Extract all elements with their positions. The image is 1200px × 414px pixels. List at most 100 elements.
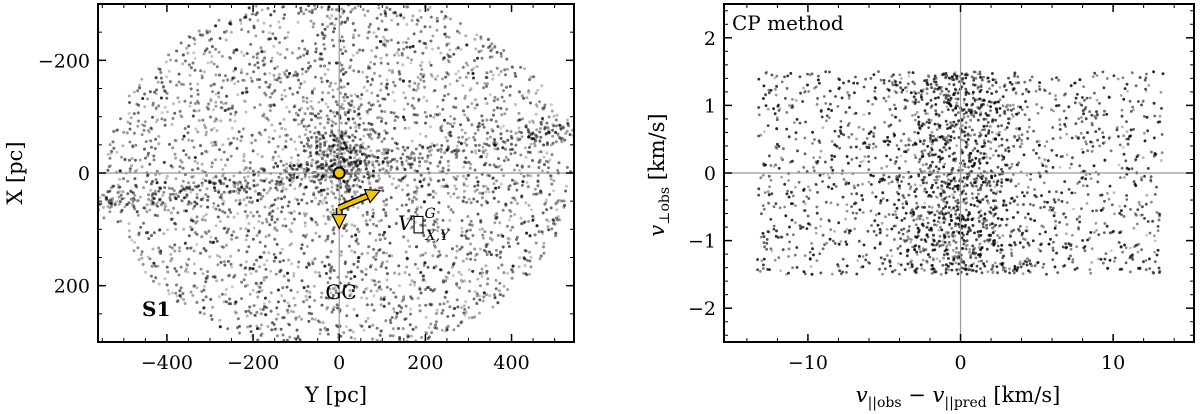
left-scatter-point	[547, 166, 550, 170]
left-scatter-point	[376, 99, 380, 103]
left-scatter-point	[350, 168, 354, 172]
left-scatter-point	[468, 228, 472, 232]
left-scatter-point	[189, 101, 193, 105]
left-scatter-point	[414, 113, 418, 117]
left-scatter-point	[386, 148, 390, 152]
left-scatter-point	[433, 244, 436, 247]
left-scatter-point	[364, 164, 368, 168]
left-scatter-point	[230, 237, 234, 241]
left-scatter-point	[113, 202, 117, 206]
left-scatter-point	[393, 11, 397, 14]
left-scatter-point	[470, 123, 474, 127]
left-scatter-point	[252, 304, 256, 308]
left-scatter-point	[395, 315, 399, 318]
left-scatter-point	[460, 142, 463, 146]
left-scatter-point	[371, 163, 375, 167]
left-scatter-point	[531, 159, 534, 162]
left-scatter-point	[212, 108, 215, 112]
right-scatter-point	[925, 181, 928, 185]
left-scatter-point	[212, 240, 216, 244]
right-scatter-point	[960, 266, 964, 270]
right-scatter-point	[1107, 95, 1111, 99]
left-scatter-point	[459, 48, 463, 51]
left-scatter-point	[122, 196, 126, 200]
left-scatter-point	[439, 150, 443, 154]
left-scatter-point	[285, 175, 289, 179]
left-scatter-point	[406, 239, 410, 243]
left-scatter-point	[188, 225, 192, 229]
left-scatter-point	[429, 153, 433, 157]
left-scatter-point	[313, 126, 317, 129]
left-scatter-point	[145, 210, 149, 214]
right-scatter-point	[1088, 236, 1091, 240]
left-scatter-point	[309, 154, 313, 158]
left-scatter-point	[204, 280, 208, 284]
right-scatter-point	[985, 218, 988, 222]
left-scatter-point	[282, 316, 286, 320]
left-scatter-point	[230, 233, 234, 237]
left-scatter-point	[554, 118, 558, 122]
left-scatter-point	[401, 145, 405, 149]
left-scatter-point	[393, 53, 397, 57]
left-scatter-point	[426, 167, 430, 171]
left-scatter-point	[249, 272, 253, 275]
left-scatter-point	[482, 125, 486, 129]
left-scatter-point	[352, 43, 355, 47]
left-scatter-point	[256, 199, 260, 202]
left-scatter-point	[381, 160, 385, 164]
left-scatter-point	[224, 74, 227, 78]
left-scatter-point	[444, 290, 448, 294]
left-scatter-point	[295, 74, 299, 78]
right-scatter-point	[1013, 74, 1016, 78]
left-scatter-point	[441, 231, 445, 235]
left-scatter-point	[403, 148, 407, 152]
left-scatter-point	[229, 254, 233, 258]
left-scatter-point	[346, 270, 350, 274]
left-scatter-point	[296, 20, 300, 24]
left-scatter-point	[362, 134, 366, 138]
left-scatter-point	[244, 310, 248, 313]
left-scatter-point	[513, 198, 517, 202]
right-scatter-point	[976, 118, 980, 122]
left-scatter-point	[227, 190, 231, 194]
left-scatter-point	[253, 106, 257, 109]
left-scatter-point	[184, 189, 188, 192]
left-scatter-point	[154, 137, 158, 141]
left-scatter-point	[341, 52, 345, 56]
left-scatter-point	[334, 196, 337, 200]
left-scatter-point	[258, 240, 262, 244]
left-scatter-point	[264, 217, 268, 221]
left-scatter-point	[406, 102, 410, 106]
left-scatter-point	[292, 173, 296, 177]
left-scatter-point	[152, 231, 156, 235]
left-scatter-point	[285, 105, 288, 109]
left-scatter-point	[540, 84, 544, 88]
left-scatter-point	[175, 300, 179, 304]
left-scatter-point	[494, 278, 498, 282]
left-scatter-point	[222, 182, 226, 186]
left-scatter-point	[246, 230, 250, 234]
left-scatter-point	[211, 82, 215, 86]
right-scatter-point	[947, 211, 950, 215]
left-scatter-point	[410, 139, 414, 143]
left-scatter-point	[502, 159, 506, 163]
left-scatter-point	[122, 130, 126, 134]
left-scatter-point	[485, 269, 489, 273]
left-scatter-point	[129, 189, 133, 193]
left-scatter-point	[258, 103, 262, 107]
right-scatter-point	[1022, 203, 1025, 206]
left-scatter-point	[452, 52, 456, 56]
left-scatter-point	[265, 275, 268, 279]
left-scatter-point	[323, 164, 327, 168]
right-scatter-point	[949, 126, 953, 130]
left-scatter-point	[215, 129, 219, 133]
left-scatter-point	[277, 72, 281, 76]
left-scatter-point	[533, 187, 537, 191]
left-scatter-point	[149, 139, 153, 143]
left-scatter-point	[367, 134, 371, 138]
left-scatter-point	[288, 72, 291, 75]
left-scatter-point	[459, 273, 463, 277]
left-scatter-point	[309, 19, 313, 23]
left-scatter-point	[134, 170, 137, 173]
left-scatter-point	[372, 169, 375, 173]
